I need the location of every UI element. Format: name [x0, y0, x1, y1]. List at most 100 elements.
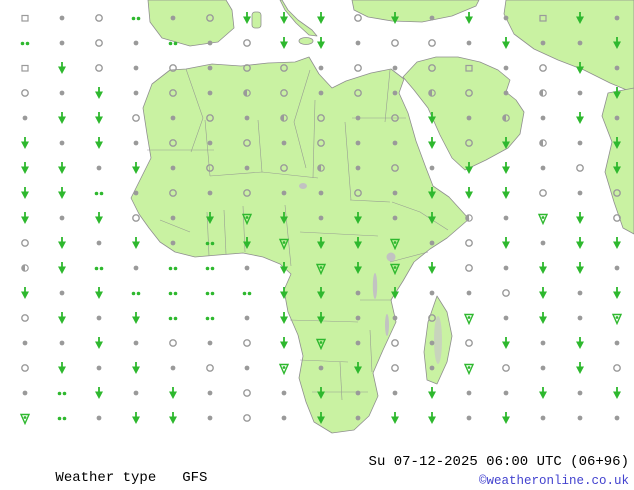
weather-symbol-shower-arrow — [425, 386, 439, 400]
weather-symbol-cloud-ring — [18, 311, 32, 325]
weather-symbol-cloud-ring — [240, 136, 254, 150]
weather-symbol-cloud-dot — [314, 86, 328, 100]
weather-symbol-cloud-dot — [240, 111, 254, 125]
weather-symbol-cloud-dot — [499, 386, 513, 400]
weather-symbol-cloud-ring — [610, 361, 624, 375]
weather-symbol-cloud-ring — [388, 161, 402, 175]
weather-symbol-shower-arrow — [499, 161, 513, 175]
weather-symbol-shower-arrow — [92, 386, 106, 400]
weather-symbol-cloud-dot — [573, 286, 587, 300]
weather-symbol-shower-arrow — [573, 11, 587, 25]
weather-symbol-shower-arrow — [573, 261, 587, 275]
weather-symbol-shower-arrow — [388, 286, 402, 300]
weather-symbol-cloud-dot — [573, 36, 587, 50]
weather-symbol-drizzle-dots — [55, 411, 69, 425]
weather-symbol-cloud-dot — [18, 386, 32, 400]
weather-symbol-shower-arrow — [166, 386, 180, 400]
weather-symbol-cloud-half — [425, 86, 439, 100]
valid-time: Su 07-12-2025 06:00 UTC (06+96) — [368, 454, 629, 470]
weather-symbol-shower-triangle — [388, 236, 402, 251]
madagascar-highlands — [434, 316, 442, 364]
weather-symbol-shower-arrow — [203, 211, 217, 225]
weather-symbol-cloud-ring — [573, 161, 587, 175]
weather-symbol-shower-arrow — [351, 361, 365, 375]
weather-symbol-cloud-dot — [129, 61, 143, 75]
weather-symbol-cloud-dot — [610, 411, 624, 425]
weather-symbol-cloud-dot — [425, 236, 439, 250]
weather-symbol-cloud-dot — [462, 36, 476, 50]
weather-symbol-drizzle-dots — [203, 261, 217, 275]
weather-symbol-shower-arrow — [240, 236, 254, 250]
weather-symbol-cloud-ring — [129, 111, 143, 125]
weather-symbol-cloud-dot — [240, 361, 254, 375]
weather-symbol-cloud-dot — [55, 86, 69, 100]
weather-symbol-cloud-dot — [92, 311, 106, 325]
weather-symbol-cloud-dot — [610, 11, 624, 25]
weather-symbol-cloud-dot — [499, 261, 513, 275]
weather-symbol-shower-arrow — [536, 386, 550, 400]
weather-symbol-shower-arrow — [166, 411, 180, 425]
weather-symbol-cloud-ring — [536, 186, 550, 200]
weather-symbol-fog-square — [18, 61, 32, 75]
weather-symbol-cloud-dot — [92, 236, 106, 250]
weather-symbol-shower-triangle — [462, 311, 476, 326]
weather-symbol-cloud-dot — [203, 36, 217, 50]
weather-symbol-drizzle-dots — [129, 11, 143, 25]
weather-symbol-shower-arrow — [92, 211, 106, 225]
weather-symbol-shower-arrow — [18, 286, 32, 300]
weather-symbol-cloud-dot — [166, 161, 180, 175]
weather-symbol-fog-square — [18, 11, 32, 25]
map-area — [18, 0, 634, 434]
weather-symbol-shower-arrow — [277, 311, 291, 325]
weather-symbol-cloud-half — [462, 211, 476, 225]
weather-symbol-cloud-dot — [314, 186, 328, 200]
weather-symbol-cloud-dot — [277, 411, 291, 425]
weather-symbol-cloud-dot — [536, 336, 550, 350]
weather-symbol-cloud-ring — [92, 61, 106, 75]
weather-symbol-drizzle-dots — [166, 261, 180, 275]
weather-symbol-cloud-dot — [240, 261, 254, 275]
weather-symbol-cloud-ring — [462, 261, 476, 275]
copyright-link[interactable]: ©weatheronline.co.uk — [478, 474, 629, 488]
weather-symbol-shower-arrow — [351, 211, 365, 225]
weather-symbol-cloud-dot — [499, 86, 513, 100]
weather-symbol-shower-triangle — [462, 361, 476, 376]
weather-symbol-cloud-dot — [351, 286, 365, 300]
weather-symbol-cloud-dot — [610, 261, 624, 275]
weather-symbol-cloud-dot — [351, 411, 365, 425]
weather-symbol-shower-arrow — [129, 311, 143, 325]
weather-symbol-cloud-half — [536, 86, 550, 100]
weather-symbol-cloud-dot — [499, 11, 513, 25]
weather-symbol-shower-arrow — [314, 286, 328, 300]
weather-symbol-cloud-dot — [536, 36, 550, 50]
weather-symbol-shower-arrow — [462, 186, 476, 200]
weather-symbol-shower-arrow — [55, 361, 69, 375]
weather-symbol-cloud-dot — [277, 386, 291, 400]
weather-symbol-cloud-dot — [573, 186, 587, 200]
weather-symbol-cloud-dot — [55, 11, 69, 25]
weather-symbol-cloud-dot — [462, 386, 476, 400]
weather-symbol-cloud-dot — [203, 386, 217, 400]
weather-symbol-cloud-dot — [129, 186, 143, 200]
weather-symbol-cloud-dot — [388, 311, 402, 325]
weather-symbol-cloud-dot — [462, 286, 476, 300]
weather-symbol-cloud-dot — [499, 61, 513, 75]
weather-symbol-shower-triangle — [314, 336, 328, 351]
weather-symbol-cloud-dot — [425, 336, 439, 350]
weather-symbol-cloud-dot — [536, 236, 550, 250]
weather-symbol-cloud-dot — [499, 211, 513, 225]
weather-symbol-shower-arrow — [462, 161, 476, 175]
weather-symbol-shower-arrow — [425, 186, 439, 200]
weather-symbol-shower-arrow — [536, 261, 550, 275]
weather-symbol-cloud-dot — [55, 336, 69, 350]
weather-symbol-shower-arrow — [55, 261, 69, 275]
weather-symbol-shower-arrow — [351, 236, 365, 250]
weather-symbol-cloud-ring — [388, 361, 402, 375]
weather-symbol-cloud-dot — [425, 11, 439, 25]
weather-symbol-drizzle-dots — [166, 286, 180, 300]
weather-symbol-cloud-ring — [203, 361, 217, 375]
weather-symbol-cloud-ring — [92, 11, 106, 25]
weather-symbol-cloud-ring — [166, 86, 180, 100]
weather-symbol-cloud-dot — [351, 161, 365, 175]
weather-symbol-cloud-ring — [462, 236, 476, 250]
